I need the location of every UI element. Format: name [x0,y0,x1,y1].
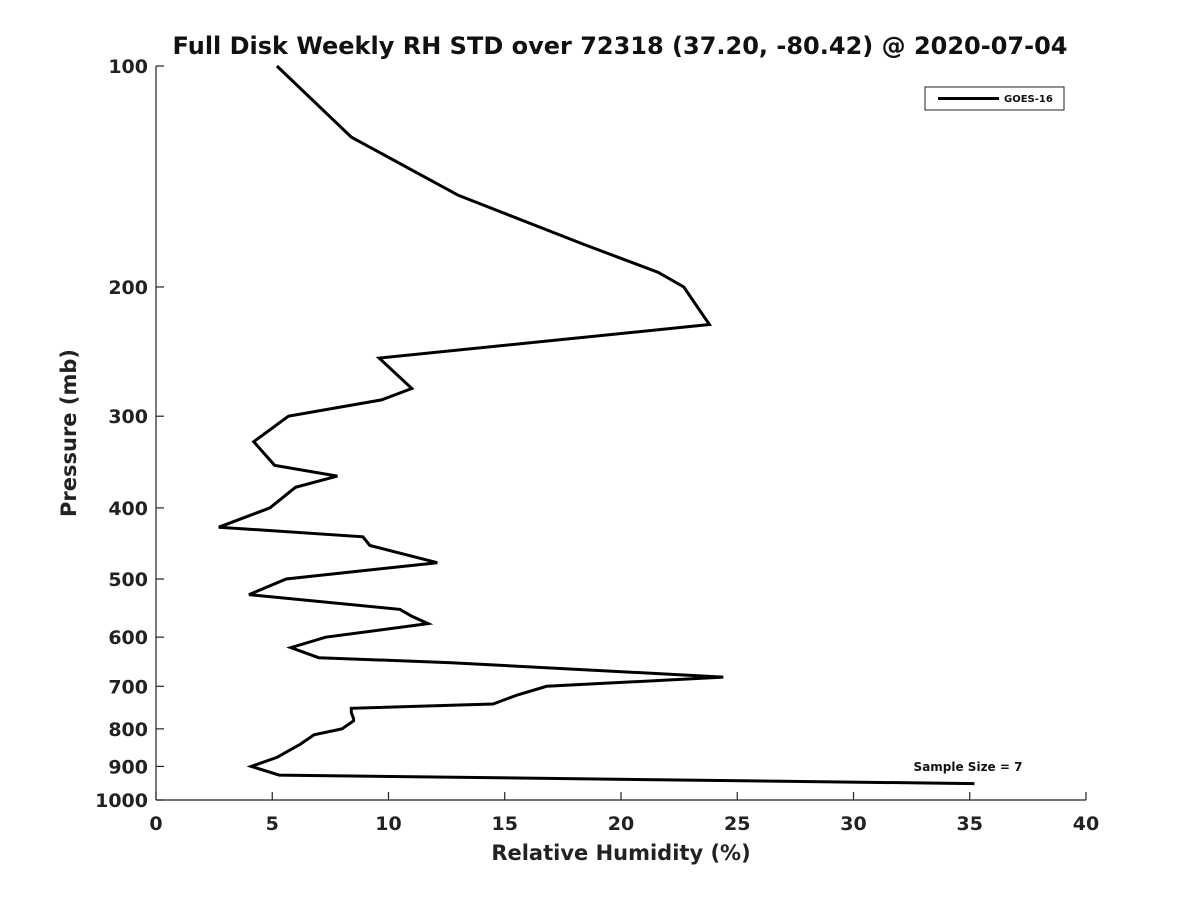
y-tick-label-700: 700 [108,676,148,698]
series-line-goes-16 [218,64,975,786]
y-tick-label-800: 800 [108,719,148,741]
y-tick-label-600: 600 [108,627,148,649]
y-tick-label-100: 100 [108,56,148,78]
x-tick-label-25: 25 [724,813,750,835]
plot-area [155,66,1086,801]
x-tick-label-5: 5 [266,813,279,835]
chart-title: Full Disk Weekly RH STD over 72318 (37.2… [173,32,1068,60]
y-tick-label-900: 900 [108,756,148,778]
sample-size-annotation: Sample Size = 7 [914,760,1023,774]
y-ticks: 100 200 300 400 500 600 700 800 900 1000 [95,56,164,812]
series-layer [218,64,975,786]
y-tick-label-500: 500 [108,569,148,591]
x-tick-label-10: 10 [375,813,401,835]
y-tick-label-200: 200 [108,277,148,299]
x-tick-label-40: 40 [1073,813,1099,835]
x-tick-label-30: 30 [840,813,866,835]
x-tick-label-15: 15 [492,813,518,835]
y-axis-label: Pressure (mb) [57,349,81,517]
x-axis-label: Relative Humidity (%) [491,841,750,865]
x-tick-label-0: 0 [149,813,162,835]
y-tick-label-1000: 1000 [95,790,148,812]
legend-entry-goes-16: GOES-16 [1004,94,1053,105]
x-tick-label-35: 35 [957,813,983,835]
y-tick-label-300: 300 [108,406,148,428]
y-tick-label-400: 400 [108,498,148,520]
legend: GOES-16 [924,86,1065,111]
x-tick-label-20: 20 [608,813,634,835]
x-ticks: 0 5 10 15 20 25 30 35 40 [149,792,1099,835]
